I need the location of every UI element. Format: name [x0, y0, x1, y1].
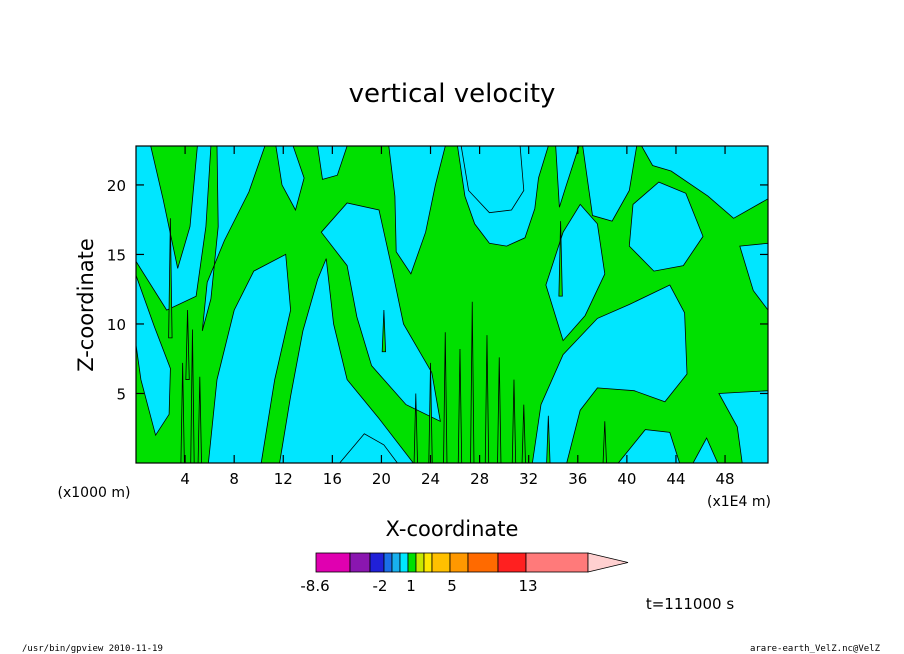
negative-region-17 — [641, 146, 768, 219]
positive-streak-4 — [413, 393, 418, 463]
negative-region-7 — [317, 146, 348, 180]
negative-region-18 — [739, 242, 768, 311]
chart-title: vertical velocity — [349, 79, 556, 109]
positive-streak-7 — [457, 348, 463, 463]
footer-left: /usr/bin/gpview 2010-11-19 — [22, 644, 163, 654]
negative-region-4 — [275, 146, 305, 212]
colorbar — [315, 552, 629, 573]
positive-streak-9 — [484, 335, 490, 463]
colorbar-segment-12 — [497, 552, 527, 573]
x-tick-label-4: 20 — [372, 470, 391, 488]
positive-streak-15 — [168, 218, 173, 339]
x-tick-label-11: 48 — [716, 470, 735, 488]
negative-region-13 — [545, 203, 606, 342]
negative-region-12 — [555, 146, 580, 208]
x-tick-label-7: 32 — [519, 470, 538, 488]
colorbar-segment-4 — [391, 552, 401, 573]
colorbar-segment-10 — [449, 552, 469, 573]
x-tick-label-8: 36 — [568, 470, 587, 488]
positive-streak-1 — [190, 329, 195, 463]
negative-region-8 — [339, 433, 398, 463]
negative-region-21 — [692, 437, 719, 463]
positive-velocity-streaks — [168, 218, 607, 463]
x-tick-label-1: 8 — [229, 470, 239, 488]
x-axis-label: X-coordinate — [386, 517, 519, 541]
negative-region-6 — [320, 202, 441, 423]
colorbar-segment-1 — [349, 552, 371, 573]
x-unit-label: (x1E4 m) — [707, 494, 771, 510]
colorbar-segment-3 — [383, 552, 393, 573]
positive-streak-3 — [185, 310, 190, 380]
x-tick-label-5: 24 — [421, 470, 440, 488]
negative-region-0 — [136, 146, 212, 311]
colorbar-segment-13 — [525, 552, 589, 573]
plot-frame — [135, 145, 769, 464]
colorbar-label-4: 13 — [518, 577, 537, 595]
negative-region-19 — [718, 390, 768, 463]
negative-region-2 — [201, 146, 266, 332]
colorbar-arrow — [587, 552, 629, 573]
x-tick-label-3: 16 — [323, 470, 342, 488]
colorbar-label-3: 5 — [447, 577, 457, 595]
negative-region-1 — [136, 275, 171, 437]
negative-region-15 — [582, 146, 638, 222]
positive-streak-10 — [497, 357, 502, 463]
negative-region-14 — [531, 284, 688, 463]
positive-streak-13 — [546, 415, 551, 463]
colorbar-segment-2 — [369, 552, 385, 573]
colorbar-label-1: -2 — [373, 577, 388, 595]
footer-right: arare-earth_VelZ.nc@VelZ — [750, 644, 881, 654]
y-axis: 5 10 15 20 — [107, 177, 768, 403]
y-tick-label-3: 20 — [107, 177, 126, 195]
positive-streak-12 — [521, 404, 526, 463]
colorbar-segment-11 — [467, 552, 499, 573]
y-axis-label: Z-coordinate — [74, 238, 98, 372]
x-tick-label-9: 40 — [617, 470, 636, 488]
negative-region-5 — [279, 258, 414, 463]
colorbar-segment-7 — [415, 552, 425, 573]
positive-streak-5 — [428, 362, 433, 463]
x-axis: 4 8 12 16 20 24 28 32 36 40 44 48 — [180, 146, 735, 488]
x-tick-label-2: 12 — [274, 470, 293, 488]
y-tick-label-2: 15 — [107, 246, 126, 264]
y-tick-label-0: 5 — [116, 385, 126, 403]
x-tick-label-10: 44 — [666, 470, 685, 488]
y-tick-label-1: 10 — [107, 316, 126, 334]
time-label: t=111000 s — [646, 595, 734, 613]
negative-region-16 — [628, 181, 704, 272]
colorbar-label-2: 1 — [406, 577, 416, 595]
negative-velocity-regions — [136, 146, 768, 463]
x-tick-label-6: 28 — [470, 470, 489, 488]
colorbar-labels: -8.6 -2 1 5 13 — [300, 577, 537, 595]
positive-streak-6 — [443, 332, 448, 463]
positive-streak-16 — [558, 221, 563, 297]
negative-region-9 — [388, 146, 446, 275]
negative-region-20 — [617, 429, 681, 463]
colorbar-segment-0 — [315, 552, 351, 573]
positive-streak-17 — [381, 310, 387, 353]
positive-streak-11 — [511, 379, 517, 463]
colorbar-segment-8 — [423, 552, 433, 573]
y-unit-label: (x1000 m) — [58, 485, 131, 501]
colorbar-segment-9 — [431, 552, 451, 573]
negative-region-11 — [460, 146, 525, 214]
positive-streak-14 — [602, 421, 607, 463]
x-tick-label-0: 4 — [180, 470, 190, 488]
colorbar-segment-5 — [399, 552, 409, 573]
colorbar-label-0: -8.6 — [300, 577, 329, 595]
positive-streak-8 — [470, 301, 475, 463]
negative-region-3 — [207, 253, 292, 463]
positive-streak-0 — [180, 362, 185, 463]
colorbar-segment-6 — [407, 552, 417, 573]
positive-streak-2 — [197, 376, 202, 463]
